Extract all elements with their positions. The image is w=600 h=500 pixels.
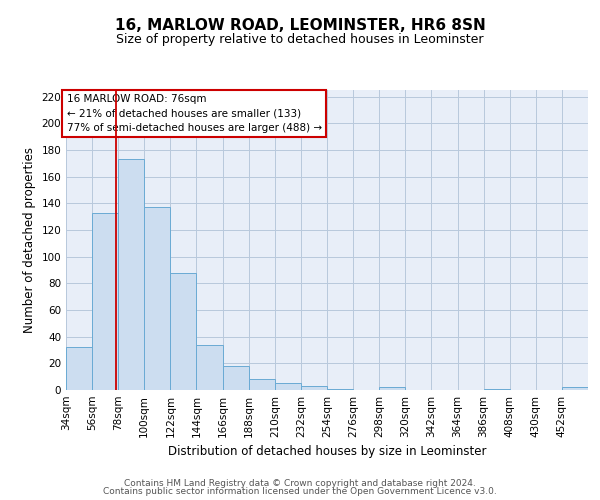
Bar [66,348,92,390]
Bar [301,386,327,390]
Text: Size of property relative to detached houses in Leominster: Size of property relative to detached ho… [116,32,484,46]
Bar [118,160,144,390]
Bar [275,384,301,390]
Bar [379,388,406,390]
Bar [196,344,223,390]
Bar [223,366,249,390]
Bar [144,208,170,390]
Y-axis label: Number of detached properties: Number of detached properties [23,147,36,333]
Bar [562,388,588,390]
Text: Contains public sector information licensed under the Open Government Licence v3: Contains public sector information licen… [103,487,497,496]
Bar [484,388,510,390]
Text: 16, MARLOW ROAD, LEOMINSTER, HR6 8SN: 16, MARLOW ROAD, LEOMINSTER, HR6 8SN [115,18,485,32]
Text: 16 MARLOW ROAD: 76sqm
← 21% of detached houses are smaller (133)
77% of semi-det: 16 MARLOW ROAD: 76sqm ← 21% of detached … [67,94,322,133]
Bar [170,272,196,390]
Bar [249,380,275,390]
Text: Contains HM Land Registry data © Crown copyright and database right 2024.: Contains HM Land Registry data © Crown c… [124,478,476,488]
Bar [327,388,353,390]
Bar [92,212,118,390]
X-axis label: Distribution of detached houses by size in Leominster: Distribution of detached houses by size … [168,446,486,458]
